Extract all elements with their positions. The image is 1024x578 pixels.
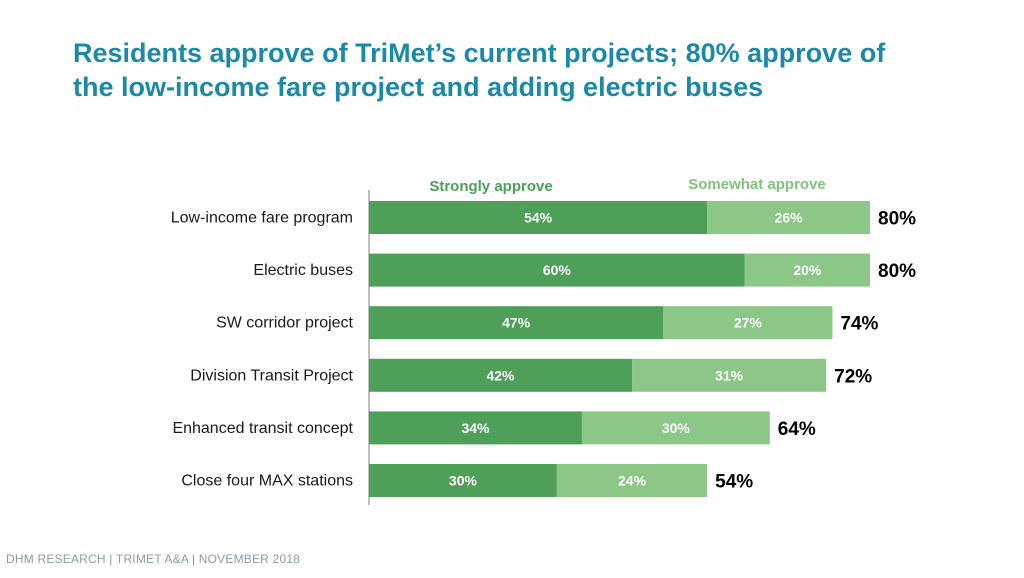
- bar-strongly-approve: [369, 358, 633, 392]
- category-label: Division Transit Project: [190, 367, 353, 384]
- total-label: 74%: [840, 314, 878, 335]
- bar-strongly-approve: [369, 464, 557, 497]
- bar-somewhat-approve: [744, 253, 870, 287]
- data-label-somewhat-approve: 24%: [618, 473, 647, 489]
- category-label: Electric buses: [253, 262, 353, 279]
- legend-strongly-approve: Strongly approve: [429, 178, 552, 195]
- title-line-1: Residents approve of TriMet’s current pr…: [73, 38, 886, 68]
- bar-strongly-approve: [369, 201, 708, 234]
- page-title: Residents approve of TriMet’s current pr…: [73, 36, 1013, 104]
- data-label-somewhat-approve: 26%: [775, 210, 804, 226]
- bar-strongly-approve: [369, 253, 745, 287]
- data-label-somewhat-approve: 31%: [715, 367, 744, 383]
- data-label-strongly-approve: 34%: [461, 420, 490, 436]
- total-label: 80%: [878, 209, 916, 230]
- bar-somewhat-approve: [581, 411, 770, 445]
- total-label: 72%: [834, 366, 872, 387]
- bar-strongly-approve: [369, 306, 664, 340]
- legend-somewhat-approve: Somewhat approve: [688, 176, 826, 193]
- total-label: 64%: [778, 419, 816, 440]
- bar-somewhat-approve: [632, 358, 827, 392]
- data-label-strongly-approve: 30%: [449, 473, 478, 489]
- data-label-strongly-approve: 60%: [543, 262, 572, 278]
- bar-somewhat-approve: [556, 464, 708, 497]
- category-label: Enhanced transit concept: [172, 420, 353, 437]
- title-line-2: the low-income fare project and adding e…: [73, 72, 764, 102]
- data-label-strongly-approve: 47%: [502, 315, 531, 331]
- total-label: 80%: [878, 261, 916, 282]
- total-label: 54%: [715, 472, 753, 493]
- category-label: Close four MAX stations: [181, 473, 353, 490]
- data-label-strongly-approve: 42%: [486, 367, 515, 383]
- data-label-somewhat-approve: 20%: [793, 262, 822, 278]
- bar-strongly-approve: [369, 411, 582, 445]
- category-label: SW corridor project: [216, 315, 353, 332]
- data-label-somewhat-approve: 27%: [734, 315, 763, 331]
- bar-somewhat-approve: [663, 306, 833, 340]
- footer-source: DHM RESEARCH | TRIMET A&A | NOVEMBER 201…: [6, 552, 301, 566]
- bar-somewhat-approve: [707, 201, 870, 234]
- data-label-strongly-approve: 54%: [524, 210, 553, 226]
- data-label-somewhat-approve: 30%: [662, 420, 691, 436]
- category-label: Low-income fare program: [171, 210, 353, 227]
